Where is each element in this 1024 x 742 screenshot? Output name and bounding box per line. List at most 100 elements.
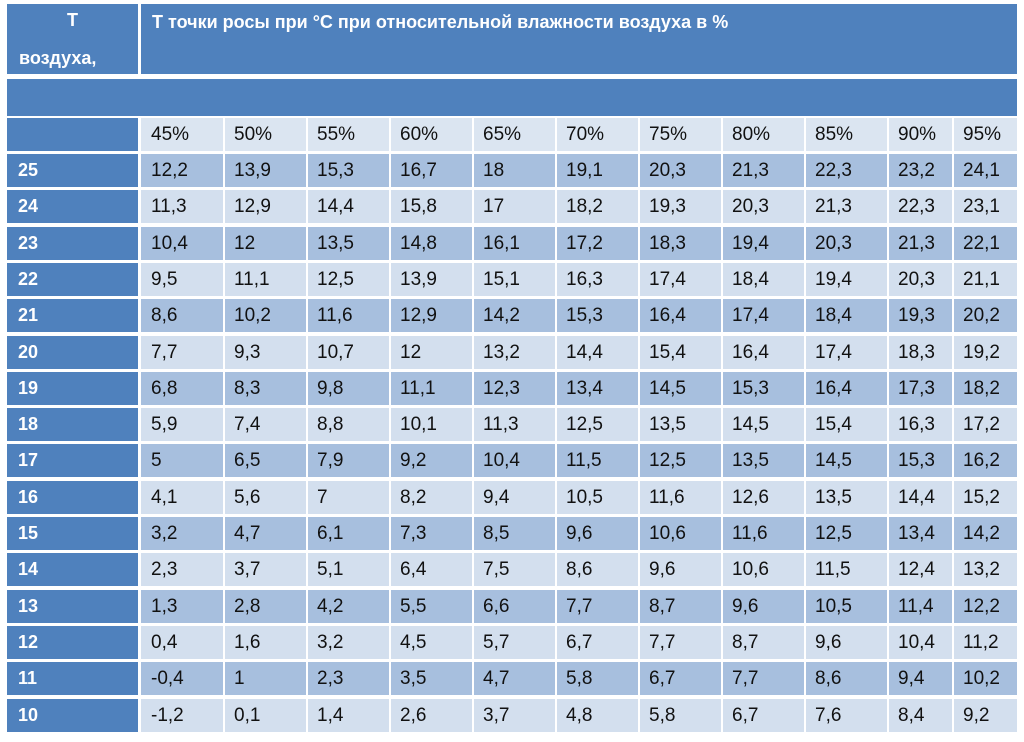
dew-point-cell: 17,4 (732, 305, 769, 326)
dew-point-cell: 14,2 (483, 305, 520, 326)
dew-point-cell: 14,2 (963, 523, 1000, 544)
dew-point-cell: 21,3 (815, 196, 852, 217)
dew-point-cell: 22,3 (815, 160, 852, 181)
column-divider (952, 118, 954, 736)
dew-point-cell: 22,1 (963, 233, 1000, 254)
row-temperature-label: 11 (7, 662, 138, 695)
dew-point-cell: 2,6 (400, 705, 427, 726)
dew-point-cell: 1,4 (317, 705, 344, 726)
dew-point-cell: 19,1 (566, 160, 603, 181)
dew-point-cell: 18,3 (649, 233, 686, 254)
dew-point-cell: 12,5 (566, 414, 603, 435)
table-row (141, 662, 1017, 695)
dew-point-cell: 7,6 (815, 705, 842, 726)
dew-point-cell: 23,1 (963, 196, 1000, 217)
dew-point-cell: 11,1 (234, 269, 270, 290)
dew-point-cell: 17,2 (566, 233, 603, 254)
dew-point-cell: 20,3 (732, 196, 769, 217)
dew-point-cell: 8,7 (649, 596, 676, 617)
dew-point-cell: 11,4 (898, 596, 934, 617)
dew-point-cell: 0,4 (151, 632, 178, 653)
dew-point-cell: 6,7 (566, 632, 593, 653)
dew-point-cell: 18,2 (566, 196, 603, 217)
dew-point-cell: 11,6 (317, 305, 353, 326)
row-temperature-label: 20 (7, 336, 138, 369)
table-row (141, 408, 1017, 441)
dew-point-cell: 13,4 (566, 378, 603, 399)
dew-point-cell: 12,3 (483, 378, 520, 399)
table-row (141, 372, 1017, 405)
dew-point-cell: 8,6 (151, 305, 178, 326)
dew-point-cell: 13,9 (234, 160, 271, 181)
dew-point-cell: 2,3 (317, 668, 344, 689)
dew-point-cell: 8,4 (898, 705, 925, 726)
dew-point-cell: 16,3 (566, 269, 603, 290)
table-row (141, 481, 1017, 514)
dew-point-cell: 4,2 (317, 596, 344, 617)
humidity-header-cell: 75% (649, 124, 688, 145)
dew-point-cell: 7,4 (234, 414, 261, 435)
dew-point-cell: 24,1 (963, 160, 1000, 181)
column-divider (555, 118, 557, 736)
row-temperature-label: 10 (7, 699, 138, 732)
dew-point-cell: 12 (234, 233, 256, 254)
dew-point-cell: 18,3 (898, 342, 935, 363)
row-temperature-label: 24 (7, 190, 138, 223)
dew-point-cell: 2,3 (151, 559, 178, 580)
dew-point-cell: 23,2 (898, 160, 935, 181)
row-temperature-label: 19 (7, 372, 138, 405)
dew-point-cell: 10,6 (649, 523, 686, 544)
dew-point-cell: 10,4 (898, 632, 935, 653)
dew-point-cell: 11,6 (649, 487, 685, 508)
dew-point-cell: 13,9 (400, 269, 437, 290)
dew-point-cell: 15,4 (815, 414, 852, 435)
dew-point-cell: 9,6 (815, 632, 842, 653)
column-divider (472, 118, 474, 736)
dew-point-cell: 18,4 (732, 269, 769, 290)
dew-point-cell: 5,8 (649, 705, 676, 726)
dew-point-cell: 12,4 (898, 559, 935, 580)
dew-point-cell: 21,3 (898, 233, 935, 254)
dew-point-cell: 3,7 (234, 559, 261, 580)
dew-point-cell: 4,7 (483, 668, 510, 689)
dew-point-cell: 7,7 (566, 596, 593, 617)
row-temperature-label: 13 (7, 590, 138, 623)
dew-point-cell: 10,4 (151, 233, 188, 254)
dew-point-cell: -0,4 (151, 668, 184, 689)
dew-point-cell: 11,5 (815, 559, 851, 580)
humidity-header-cell: 55% (317, 124, 356, 145)
column-divider (721, 118, 723, 736)
dew-point-cell: 7,7 (151, 342, 178, 363)
row-temperature-label: 22 (7, 263, 138, 296)
dew-point-cell: 8,6 (566, 559, 593, 580)
dew-point-cell: 10,4 (483, 450, 520, 471)
humidity-header-cell: 80% (732, 124, 771, 145)
dew-point-cell: 17,4 (649, 269, 686, 290)
dew-point-cell: 11,2 (963, 632, 999, 653)
dew-point-cell: 5 (151, 450, 162, 471)
dew-point-cell: 11,3 (151, 196, 187, 217)
dew-point-cell: 15,8 (400, 196, 437, 217)
dew-point-cell: 17,3 (898, 378, 935, 399)
column-divider (306, 118, 308, 736)
dew-point-cell: 12 (400, 342, 422, 363)
row-temperature-label: 15 (7, 517, 138, 550)
dew-point-cell: 14,4 (317, 196, 354, 217)
dew-point-cell: 8,5 (483, 523, 510, 544)
dew-point-cell: 13,5 (317, 233, 354, 254)
dew-point-cell: 14,5 (732, 414, 769, 435)
dew-point-cell: 9,2 (963, 705, 990, 726)
dew-point-cell: 15,2 (963, 487, 1000, 508)
dew-point-cell: 9,4 (483, 487, 510, 508)
dew-point-cell: 7 (317, 487, 328, 508)
humidity-header-cell: 70% (566, 124, 605, 145)
dew-point-cell: 10,1 (400, 414, 437, 435)
dew-point-cell: 12,5 (815, 523, 852, 544)
dew-point-cell: 21,3 (732, 160, 769, 181)
percent-header-row (141, 118, 1017, 151)
dew-point-cell: 6,5 (234, 450, 261, 471)
dew-point-cell: 5,6 (234, 487, 261, 508)
row-temperature-label: 25 (7, 154, 138, 187)
table-row (141, 336, 1017, 369)
dew-point-cell: 13,2 (483, 342, 520, 363)
